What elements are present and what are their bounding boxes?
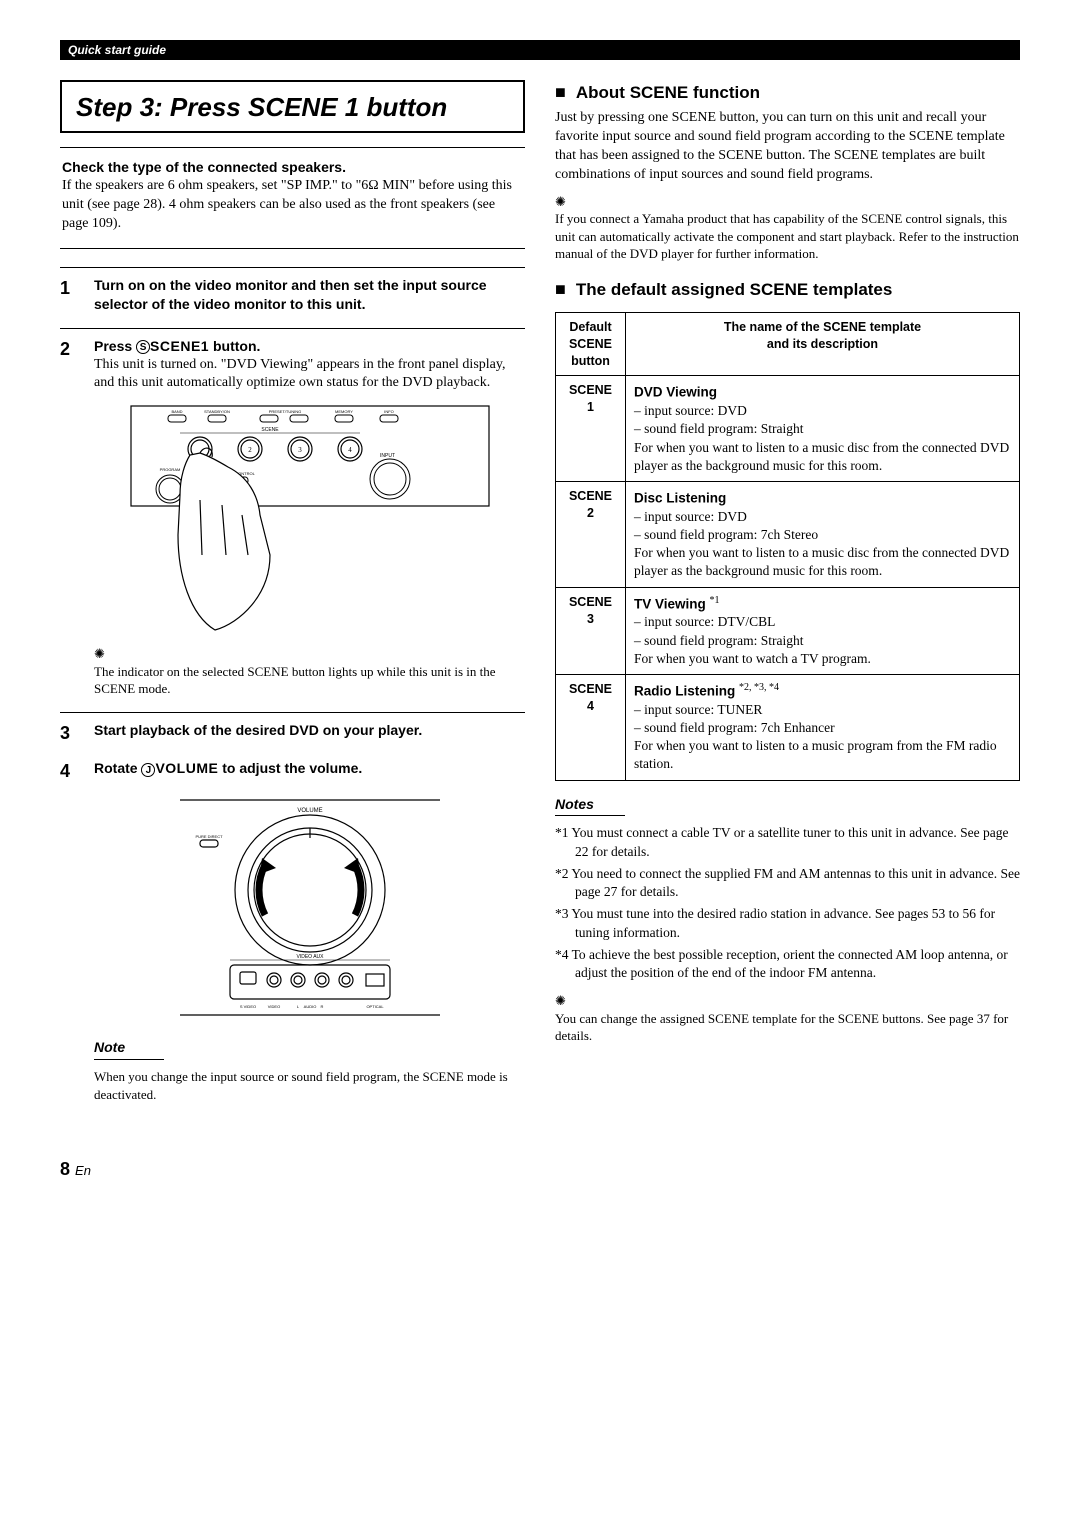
step-2-head-prefix: Press xyxy=(94,338,136,354)
svg-text:3: 3 xyxy=(298,446,302,454)
step-2-num: 2 xyxy=(60,337,80,698)
step-3-body: Start playback of the desired DVD on you… xyxy=(94,721,525,745)
table-row: SCENE3 TV Viewing *1 input source: DTV/C… xyxy=(556,587,1020,674)
scene-panel-figure: BAND STANDBY/ON PRESET/TUNING MEMORY INF… xyxy=(130,405,490,635)
right-tip-body: You can change the assigned SCENE templa… xyxy=(555,1010,1020,1045)
step-1-row: 1 Turn on on the video monitor and then … xyxy=(60,267,525,328)
check-heading: Check the type of the connected speakers… xyxy=(62,158,523,177)
right-column: About SCENE function Just by pressing on… xyxy=(555,80,1020,1117)
step-4-head-suffix: to adjust the volume. xyxy=(218,760,362,776)
step-1-num: 1 xyxy=(60,276,80,314)
svg-text:OPTICAL: OPTICAL xyxy=(366,1004,384,1009)
step-2-row: 2 Press SSCENE1 button. This unit is tur… xyxy=(60,328,525,712)
about-tip: If you connect a Yamaha product that has… xyxy=(555,210,1020,263)
svg-text:4: 4 xyxy=(348,446,352,454)
step-2-head-suffix: button. xyxy=(209,338,260,354)
svg-text:INPUT: INPUT xyxy=(380,453,395,459)
step-2-text: This unit is turned on. "DVD Viewing" ap… xyxy=(94,356,525,394)
table-header-row: Default SCENE button The name of the SCE… xyxy=(556,312,1020,376)
svg-text:S VIDEO: S VIDEO xyxy=(239,1004,255,1009)
volume-figure: VOLUME PURE DIRECT V xyxy=(170,790,450,1020)
table-col1-header: Default SCENE button xyxy=(556,312,626,376)
step-2-tip: The indicator on the selected SCENE butt… xyxy=(94,663,525,698)
svg-text:VIDEO AUX: VIDEO AUX xyxy=(296,954,324,960)
content-columns: Step 3: Press SCENE 1 button Check the t… xyxy=(60,80,1020,1117)
right-tip-icon xyxy=(555,992,1020,1010)
step-2-btn-label: SCENE1 xyxy=(150,338,209,354)
header-bar: Quick start guide xyxy=(60,40,1020,60)
footnote-3: *3 You must tune into the desired radio … xyxy=(555,905,1020,941)
table-row: SCENE4 Radio Listening *2, *3, *4 input … xyxy=(556,675,1020,781)
svg-text:MEMORY: MEMORY xyxy=(335,409,353,414)
step-4-circled-j: J xyxy=(141,763,155,777)
table-col2-header: The name of the SCENE template and its d… xyxy=(626,312,1020,376)
step-3-num: 3 xyxy=(60,721,80,745)
svg-text:VOLUME: VOLUME xyxy=(297,808,322,814)
svg-text:L: L xyxy=(296,1004,299,1009)
step-1-body: Turn on on the video monitor and then se… xyxy=(94,276,525,314)
svg-text:AUDIO: AUDIO xyxy=(303,1004,316,1009)
step-2-circled-s: S xyxy=(136,340,150,354)
footnote-1: *1 You must connect a cable TV or a sate… xyxy=(555,824,1020,860)
step-3-row: 3 Start playback of the desired DVD on y… xyxy=(60,712,525,759)
about-tip-icon xyxy=(555,193,1020,211)
svg-text:SCENE: SCENE xyxy=(261,427,279,433)
step-4-row: 4 Rotate JVOLUME to adjust the volume. V… xyxy=(60,759,525,1117)
footnote-4: *4 To achieve the best possible receptio… xyxy=(555,946,1020,982)
page-lang: En xyxy=(75,1163,91,1178)
header-guide-label: Quick start guide xyxy=(68,43,166,57)
svg-text:2: 2 xyxy=(248,446,252,454)
step-title-box: Step 3: Press SCENE 1 button xyxy=(60,80,525,133)
step-4-body: Rotate JVOLUME to adjust the volume. VOL… xyxy=(94,759,525,1103)
step-2-head: Press SSCENE1 button. xyxy=(94,337,525,356)
scene-template-table: Default SCENE button The name of the SCE… xyxy=(555,312,1020,781)
templates-heading: The default assigned SCENE templates xyxy=(555,277,1020,302)
svg-text:VIDEO: VIDEO xyxy=(267,1004,279,1009)
svg-text:INFO: INFO xyxy=(384,409,394,414)
table-row: SCENE1 DVD Viewing input source: DVD sou… xyxy=(556,376,1020,482)
step-4-btn-label: VOLUME xyxy=(155,760,218,776)
table-row: SCENE2 Disc Listening input source: DVD … xyxy=(556,482,1020,588)
svg-text:PRESET/TUNING: PRESET/TUNING xyxy=(268,409,300,414)
step-3-head: Start playback of the desired DVD on you… xyxy=(94,721,525,740)
step-4-num: 4 xyxy=(60,759,80,1103)
notes-label: Notes xyxy=(555,795,625,817)
svg-text:BAND: BAND xyxy=(171,409,182,414)
svg-text:R: R xyxy=(320,1004,323,1009)
check-body: If the speakers are 6 ohm speakers, set … xyxy=(62,177,523,234)
svg-text:PROGRAM: PROGRAM xyxy=(159,467,180,472)
scene-table-body: SCENE1 DVD Viewing input source: DVD sou… xyxy=(556,376,1020,780)
check-speakers-box: Check the type of the connected speakers… xyxy=(60,147,525,249)
about-heading: About SCENE function xyxy=(555,80,1020,105)
page-num-value: 8 xyxy=(60,1159,70,1179)
step-4-head-prefix: Rotate xyxy=(94,760,141,776)
note-label: Note xyxy=(94,1038,164,1060)
tip-icon xyxy=(94,645,525,663)
left-column: Step 3: Press SCENE 1 button Check the t… xyxy=(60,80,525,1117)
step-1-head: Turn on on the video monitor and then se… xyxy=(94,276,525,314)
about-body: Just by pressing one SCENE button, you c… xyxy=(555,109,1020,185)
page-number: 8 En xyxy=(60,1157,1020,1181)
step-4-head: Rotate JVOLUME to adjust the volume. xyxy=(94,759,525,778)
step-2-body: Press SSCENE1 button. This unit is turne… xyxy=(94,337,525,698)
note-body: When you change the input source or soun… xyxy=(94,1068,525,1103)
step-title: Step 3: Press SCENE 1 button xyxy=(76,90,509,125)
svg-text:STANDBY/ON: STANDBY/ON xyxy=(204,409,230,414)
footnote-2: *2 You need to connect the supplied FM a… xyxy=(555,865,1020,901)
svg-text:PURE DIRECT: PURE DIRECT xyxy=(195,834,223,839)
